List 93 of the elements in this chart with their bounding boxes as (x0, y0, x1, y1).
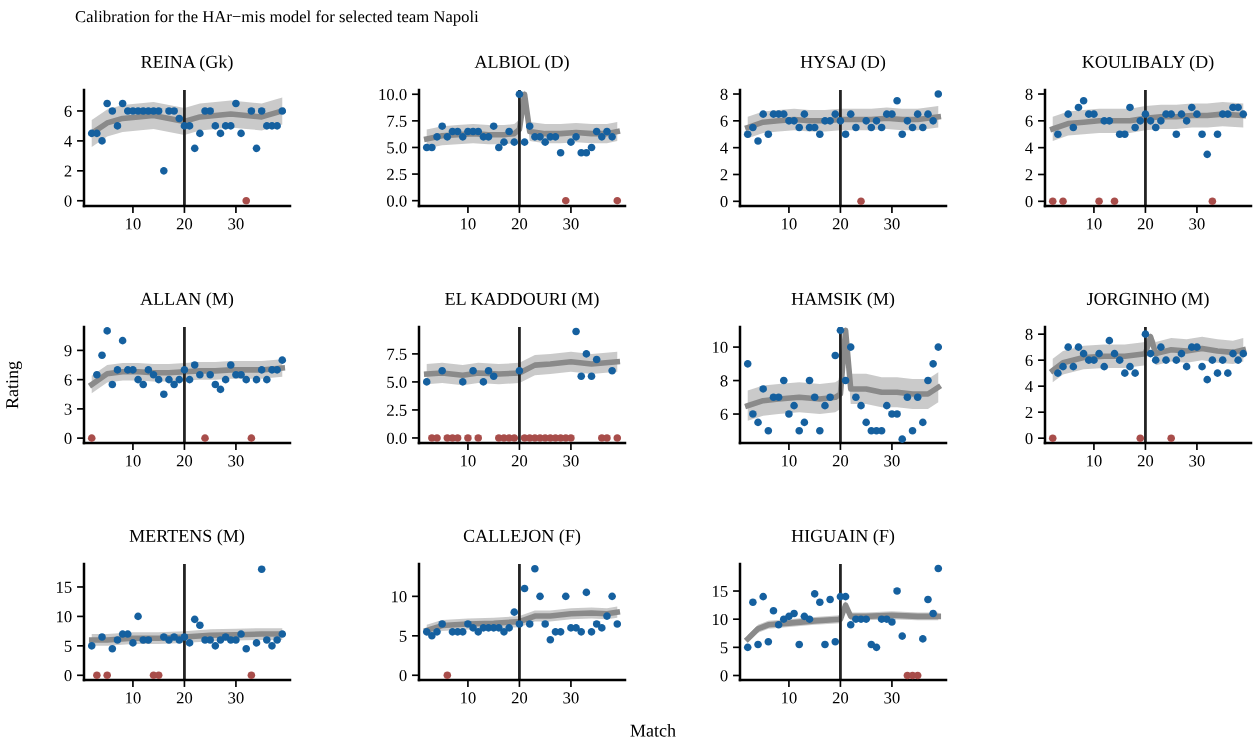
x-tick-label: 10 (782, 455, 797, 467)
y-tick-label: 2.5 (387, 404, 407, 416)
y-tick-label: 9 (64, 345, 72, 357)
x-tick-label: 30 (1189, 455, 1205, 467)
x-tick-label: 20 (511, 692, 528, 704)
y-tick-label: 0 (64, 432, 72, 445)
y-tick-label: 8 (1025, 88, 1033, 100)
text: Calibration for the HAr−mis model for selected team Napoli (75, 10, 479, 26)
x-tick-label: 10 (126, 218, 141, 230)
chart-title: EL KADDOURI (M) (445, 292, 599, 309)
y-tick-label: 5.0 (387, 376, 407, 388)
y-tick-label: 6 (720, 408, 728, 420)
chart-title: MERTENS (M) (129, 529, 245, 546)
x-axis-title: Match (630, 724, 676, 737)
chart-title: REINA (Gk) (141, 55, 233, 72)
chart-title: ALLAN (M) (140, 292, 234, 309)
x-tick-label: 30 (563, 218, 579, 230)
y-tick-label: 10 (391, 591, 407, 603)
y-tick-label: 10 (56, 611, 72, 623)
y-tick-label: 4 (720, 142, 728, 154)
y-tick-label: 4 (1025, 380, 1033, 392)
y-tick-label: 10 (712, 613, 728, 626)
y-tick-label: 3 (64, 403, 72, 415)
y-tick-label: 0 (64, 195, 72, 207)
y-tick-label: 5 (399, 630, 407, 642)
x-tick-label: 20 (176, 455, 193, 467)
chart-title: ALBIOL (D) (474, 55, 569, 72)
y-tick-label: 7.5 (387, 115, 407, 127)
y-tick-label: 5 (720, 642, 728, 654)
y-tick-label: 6 (720, 115, 728, 127)
x-tick-label: 20 (176, 692, 193, 704)
y-tick-label: 0 (1025, 196, 1033, 208)
y-tick-label: 6 (64, 374, 72, 386)
x-tick-label: 10 (461, 218, 476, 230)
chart-title: HYSAJ (D) (800, 55, 886, 72)
y-tick-label: 5.0 (387, 142, 407, 154)
chart-title: KOULIBALY (D) (1082, 55, 1214, 72)
y-tick-label: 6 (1025, 115, 1033, 127)
y-tick-label: 10.0 (379, 88, 407, 101)
x-tick-label: 20 (1137, 455, 1154, 467)
y-tick-label: 0.0 (387, 432, 407, 444)
x-tick-label: 10 (461, 692, 476, 704)
y-tick-label: 8 (720, 375, 728, 387)
y-tick-label: 10 (712, 341, 728, 354)
y-tick-label: 2.5 (387, 168, 407, 181)
chart-title: HAMSIK (M) (791, 292, 895, 309)
y-tick-label: 5 (64, 640, 72, 652)
x-tick-label: 30 (884, 692, 900, 704)
x-tick-label: 10 (1087, 455, 1102, 467)
y-tick-label: 15 (56, 581, 72, 593)
y-tick-label: 8 (1025, 328, 1033, 341)
chart-title: HIGUAIN (F) (791, 529, 895, 546)
x-tick-label: 30 (228, 218, 244, 230)
x-tick-label: 20 (832, 455, 849, 467)
y-tick-label: 0 (1025, 432, 1033, 445)
x-tick-label: 30 (884, 218, 900, 230)
y-tick-label: 2 (720, 169, 728, 181)
y-tick-label: 7.5 (387, 348, 407, 360)
x-tick-label: 30 (563, 692, 579, 704)
y-tick-label: 0.0 (387, 195, 407, 207)
x-tick-label: 30 (1189, 218, 1205, 230)
x-tick-label: 20 (832, 218, 849, 230)
x-tick-label: 30 (884, 455, 900, 467)
chart-title: JORGINHO (M) (1086, 292, 1209, 309)
x-tick-label: 20 (832, 692, 849, 704)
y-tick-label: 0 (399, 669, 407, 682)
y-tick-label: 6 (64, 105, 72, 117)
y-tick-label: 0 (720, 670, 728, 682)
x-tick-label: 10 (461, 455, 476, 467)
y-tick-label: 0 (64, 669, 72, 682)
y-tick-label: 2 (1025, 169, 1033, 181)
y-tick-label: 4 (1025, 142, 1033, 154)
x-tick-label: 30 (228, 692, 244, 704)
x-tick-label: 10 (126, 692, 141, 704)
x-tick-label: 30 (563, 455, 579, 467)
y-tick-label: 4 (64, 135, 72, 147)
x-tick-label: 20 (1137, 218, 1154, 230)
y-tick-label: 15 (712, 585, 728, 597)
chart-title: CALLEJON (F) (463, 529, 581, 546)
y-tick-label: 8 (720, 88, 728, 100)
x-tick-label: 10 (126, 455, 141, 467)
x-tick-label: 20 (511, 218, 528, 230)
x-tick-label: 20 (511, 455, 528, 467)
y-tick-label: 2 (1025, 406, 1033, 418)
x-tick-label: 10 (782, 692, 797, 704)
y-tick-label: 6 (1025, 354, 1033, 367)
y-tick-label: 0 (720, 196, 728, 208)
x-tick-label: 10 (1087, 218, 1102, 230)
x-tick-label: 10 (782, 218, 797, 230)
x-tick-label: 20 (176, 218, 193, 230)
y-tick-label: 2 (64, 165, 72, 177)
y-axis-title: Rating (6, 361, 22, 409)
x-tick-label: 30 (228, 455, 244, 467)
